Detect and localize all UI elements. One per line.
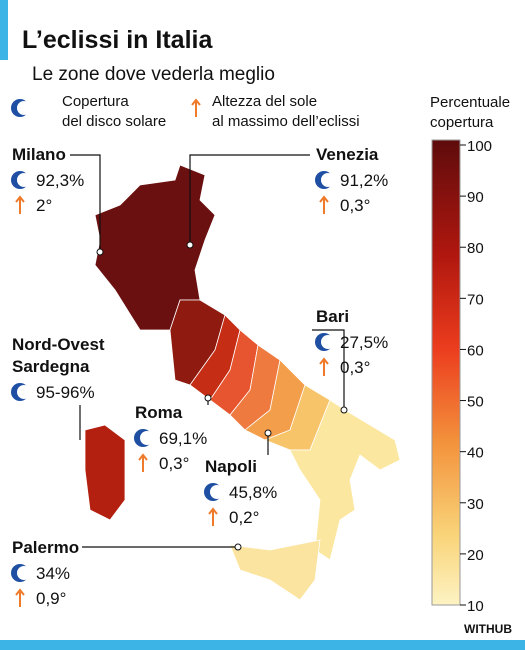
- moon-icon-crescent: [17, 101, 31, 115]
- footer-bar: [0, 640, 525, 650]
- colorbar-tick-label: 90: [467, 189, 484, 206]
- sun-arrow-icon: [208, 507, 218, 526]
- moon-icon-crescent: [321, 173, 335, 187]
- city-sun-height: 0,2°: [229, 508, 259, 527]
- colorbar-tick-label: 40: [467, 445, 484, 462]
- colorbar-tick-label: 100: [467, 138, 492, 155]
- moon-icon-crescent: [321, 335, 335, 349]
- legend-text: al massimo dell’eclissi: [212, 113, 360, 130]
- colorbar-tick-label: 80: [467, 240, 484, 257]
- credit: WITHUB: [464, 622, 512, 636]
- city-sun-height: 2°: [36, 196, 52, 215]
- legend-text: Altezza del sole: [212, 93, 317, 110]
- city-name: Nord-Ovest: [12, 335, 105, 354]
- city-name: Bari: [316, 307, 349, 326]
- colorbar-tick-label: 20: [467, 547, 484, 564]
- moon-icon-crescent: [140, 431, 154, 445]
- city-sun-height: 0,3°: [159, 454, 189, 473]
- city-coverage: 92,3%: [36, 171, 84, 190]
- city-coverage: 27,5%: [340, 333, 388, 352]
- colorbar-title: Percentuale: [430, 94, 510, 111]
- city-coverage: 91,2%: [340, 171, 388, 190]
- colorbar-tick-label: 60: [467, 342, 484, 359]
- colorbar-tick-label: 10: [467, 598, 484, 615]
- city-name: Napoli: [205, 457, 257, 476]
- colorbar-title: copertura: [430, 114, 494, 131]
- city-sun-height: 0,3°: [340, 358, 370, 377]
- sun-arrow-icon: [138, 453, 148, 472]
- city-sun-height: 0,9°: [36, 589, 66, 608]
- city-name: Sardegna: [12, 357, 90, 376]
- subtitle: Le zone dove vederla meglio: [32, 64, 275, 85]
- city-dots: [96, 241, 348, 551]
- sun-arrow-icon: [15, 588, 25, 607]
- moon-icon-crescent: [17, 173, 31, 187]
- legend-text: del disco solare: [62, 113, 166, 130]
- sun-arrow-icon: [191, 98, 201, 117]
- legend-text: Copertura: [62, 93, 129, 110]
- city-coverage: 34%: [36, 564, 70, 583]
- city-coverage: 45,8%: [229, 483, 277, 502]
- city-name: Venezia: [316, 145, 379, 164]
- moon-icon-crescent: [210, 485, 224, 499]
- moon-icon-crescent: [17, 385, 31, 399]
- city-sun-height: 0,3°: [340, 196, 370, 215]
- colorbar-tick-label: 30: [467, 496, 484, 513]
- sun-arrow-icon: [319, 195, 329, 214]
- city-name: Palermo: [12, 538, 79, 557]
- accent-bar: [0, 0, 8, 60]
- city-coverage: 95-96%: [36, 383, 95, 402]
- moon-icon-crescent: [17, 566, 31, 580]
- colorbar-tick-label: 50: [467, 394, 484, 411]
- sun-arrow-icon: [15, 195, 25, 214]
- map: [84, 164, 401, 601]
- city-name: Roma: [135, 403, 183, 422]
- city-name: Milano: [12, 145, 66, 164]
- colorbar-tick-label: 70: [467, 291, 484, 308]
- title: L’eclissi in Italia: [22, 26, 213, 54]
- city-coverage: 69,1%: [159, 429, 207, 448]
- colorbar: [431, 139, 461, 606]
- sun-arrow-icon: [319, 357, 329, 376]
